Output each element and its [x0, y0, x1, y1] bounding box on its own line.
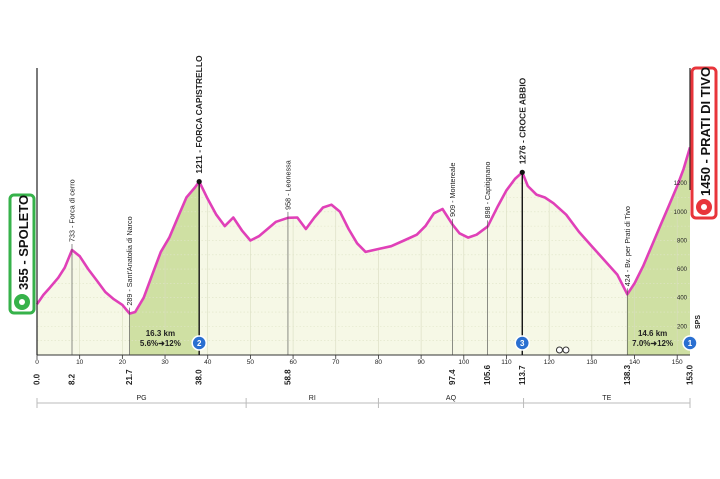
- axis-tick-label: 30: [161, 359, 169, 366]
- axis-tick-label: 70: [332, 359, 340, 366]
- axis-tick-label: 130: [586, 359, 597, 366]
- elevation-tick-label: 800: [677, 238, 688, 244]
- summit-label: 1211 - FORCA CAPISTRELLO: [194, 55, 204, 174]
- waypoint-label: 958 - Leonessa: [283, 160, 292, 210]
- axis-tick-label: 120: [544, 359, 555, 366]
- region-label: TE: [602, 395, 611, 402]
- km-label: 8.2: [67, 373, 76, 385]
- finish-category-label: 1: [688, 339, 693, 348]
- axis-tick-label: 40: [204, 359, 212, 366]
- summit-label: 1276 - CROCE ABBIO: [517, 77, 527, 164]
- axis-tick-label: 150: [672, 359, 683, 366]
- category-badge-icon: [514, 335, 531, 351]
- profile-line-layer: [35, 147, 692, 315]
- elevation-tick-label: 1000: [674, 210, 688, 216]
- climb-gradient: 7.0%➜12%: [632, 339, 673, 348]
- sprint-mark: SPS: [695, 315, 702, 329]
- svg-text:1450 - PRATI DI TIVO: 1450 - PRATI DI TIVO: [698, 67, 713, 196]
- bonus-icon: [562, 346, 570, 354]
- category-badge-label: 3: [520, 339, 525, 348]
- elevation-tick-label: 200: [677, 324, 688, 330]
- axis-tick-label: 60: [289, 359, 297, 366]
- finish-category-icon: [682, 335, 698, 351]
- finish-elevation: 1450: [698, 167, 713, 196]
- climb-area-1: [129, 181, 200, 355]
- summit-marker: [196, 179, 202, 185]
- start-elevation: 355: [16, 268, 31, 290]
- waypoint-label: 898 - Capitignano: [483, 162, 492, 219]
- km-label: 58.8: [283, 369, 292, 385]
- km-label: 153.0: [686, 364, 695, 385]
- svg-text:355 - SPOLETO: 355 - SPOLETO: [16, 195, 31, 290]
- region-label: AQ: [446, 395, 457, 402]
- axis-tick-label: 110: [501, 359, 512, 366]
- waypoint-label: 733 - Forca di cerro: [67, 179, 76, 242]
- summit-marker: [519, 169, 525, 175]
- elevation-tick-label: 1200: [674, 181, 688, 187]
- waypoint-label: 909 - Montereale: [448, 163, 457, 217]
- climb-length: 14.6 km: [638, 329, 667, 338]
- axis-tick-label: 0: [35, 359, 39, 366]
- waypoint-labels: 733 - Forca di cerro 289 - Sant'Anatolia …: [67, 55, 702, 355]
- climb-gradient: 5.6%➜12%: [140, 339, 181, 348]
- km-label: 138.3: [623, 364, 632, 385]
- distance-axis: 0 10 20 30 40 50 60 70 80 90 100 110 120 130 140 150 200…: [33, 181, 695, 385]
- profile-line: [35, 147, 692, 315]
- region-label: RI: [309, 395, 316, 402]
- start-name: SPOLETO: [16, 195, 31, 257]
- elevation-tick-label: 600: [677, 267, 688, 273]
- axis-tick-label: 20: [119, 359, 127, 366]
- km-label: 113.7: [518, 365, 527, 385]
- finish-name: PRATI DI TIVO: [698, 67, 713, 156]
- axis-tick-label: 140: [629, 359, 640, 366]
- start-badge: 355 - SPOLETO: [8, 68, 38, 355]
- axis-tick-label: 90: [418, 359, 426, 366]
- region-bar: PG RI AQ TE: [36, 395, 691, 408]
- axis-tick-label: 10: [76, 359, 84, 366]
- waypoint-label: 289 - Sant'Anatolia di Narco: [125, 216, 134, 305]
- climb-area-2: [627, 147, 690, 355]
- axis-tick-label: 80: [375, 359, 383, 366]
- climb-length: 16.3 km: [146, 329, 175, 338]
- category-badge-label: 2: [197, 339, 202, 348]
- elevation-tick-label: 400: [677, 296, 688, 302]
- finish-badge: 1450 - PRATI DI TIVO: [689, 66, 718, 220]
- km-label: 38.0: [195, 369, 204, 385]
- km-label: 21.7: [125, 369, 134, 385]
- category-badge-icon: [191, 335, 207, 351]
- bonus-icon: [555, 346, 563, 354]
- km-label: 0.0: [33, 373, 42, 385]
- axis-tick-label: 50: [247, 359, 255, 366]
- km-label: 105.6: [483, 364, 492, 385]
- region-label: PG: [137, 395, 147, 402]
- waypoint-label: 424 - Bv. per Prati di Tivo: [623, 206, 632, 286]
- km-label: 97.4: [448, 369, 457, 385]
- axis-tick-label: 100: [458, 359, 469, 366]
